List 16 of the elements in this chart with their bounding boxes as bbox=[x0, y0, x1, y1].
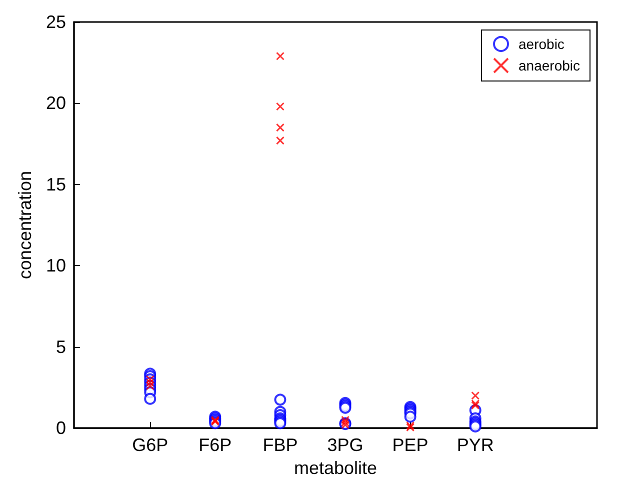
x-tick-label: F6P bbox=[198, 435, 232, 456]
y-tick-label: 5 bbox=[56, 336, 66, 357]
x-axis-title: metabolite bbox=[294, 458, 378, 478]
y-tick-label: 10 bbox=[46, 256, 66, 276]
x-tick-label: 3PG bbox=[327, 435, 364, 456]
legend-label: aerobic bbox=[518, 36, 564, 52]
x-tick-label: PEP bbox=[392, 435, 428, 456]
legend-label: anaerobic bbox=[518, 58, 580, 74]
y-tick-label: 25 bbox=[46, 12, 66, 32]
x-tick-label: G6P bbox=[132, 435, 168, 456]
y-tick-label: 15 bbox=[46, 174, 66, 194]
y-axis-title: concentration bbox=[15, 171, 35, 280]
y-tick-label: 20 bbox=[46, 93, 66, 114]
x-tick-label: PYR bbox=[456, 435, 494, 456]
y-tick-label: 0 bbox=[56, 418, 66, 438]
x-tick-label: FBP bbox=[262, 435, 298, 456]
